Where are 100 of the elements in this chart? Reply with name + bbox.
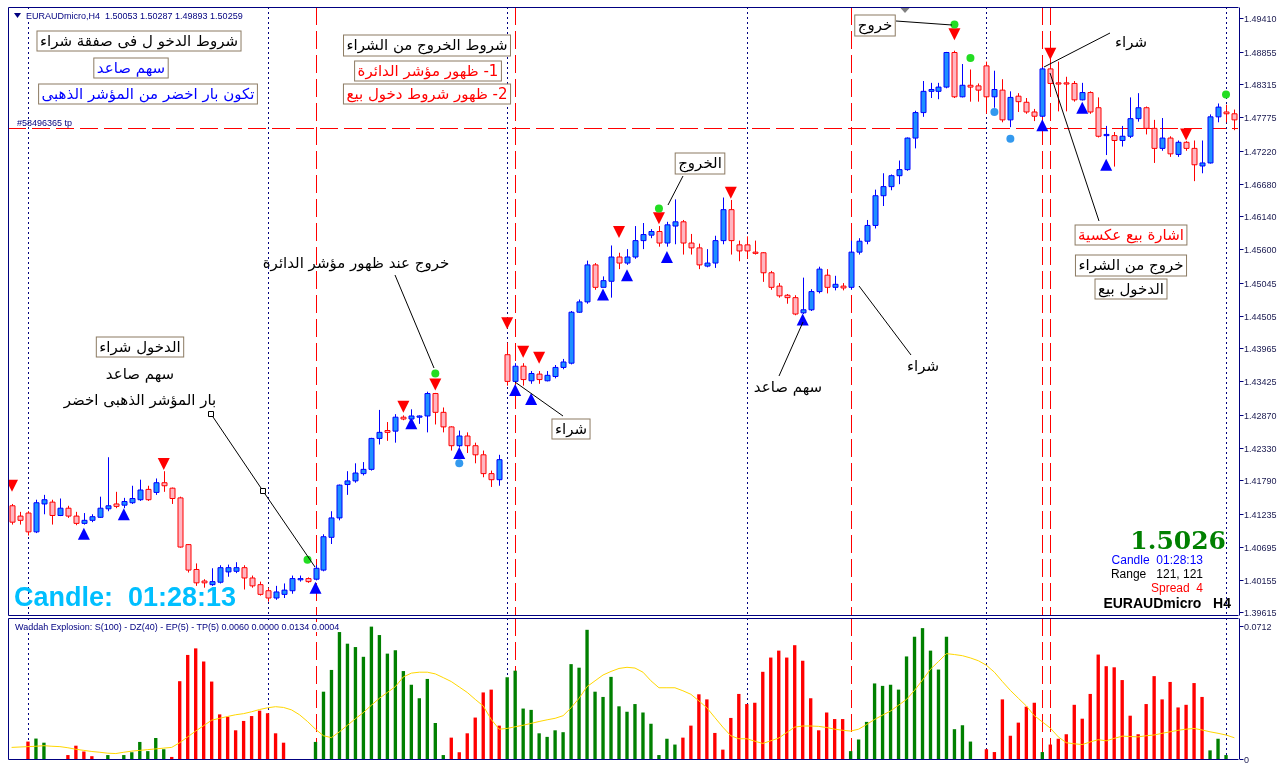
bar — [689, 725, 693, 759]
annotation: خروج من الشراء — [1078, 256, 1184, 275]
y-tick-label: 1.44505 — [1244, 311, 1277, 322]
y-tick-label: 1.49410 — [1244, 13, 1277, 24]
bar — [673, 744, 677, 759]
bar — [601, 696, 605, 759]
bar — [1208, 750, 1212, 759]
y-tick-label: 1.48315 — [1244, 79, 1277, 90]
bar — [729, 717, 733, 759]
candlestick — [512, 362, 519, 383]
point — [431, 369, 440, 378]
bar — [425, 678, 429, 759]
point — [453, 446, 466, 459]
point — [948, 28, 961, 41]
candlestick — [656, 225, 663, 248]
bar — [633, 704, 637, 759]
bar — [721, 749, 725, 759]
annotation: EURAUDmicro H4 — [1103, 595, 1232, 611]
bar — [82, 751, 86, 759]
bar — [657, 755, 661, 759]
annotation: Spread 4 — [1150, 581, 1204, 595]
annotation: 1.5026 — [1130, 525, 1226, 555]
candlestick — [728, 199, 735, 256]
point — [429, 378, 442, 391]
annotation: Candle: 01:28:13 — [14, 582, 237, 612]
annotation: شروط الخروج من الشراء — [346, 36, 508, 55]
bar — [106, 755, 110, 759]
candlestick — [1159, 117, 1166, 152]
y-tick-label: 1.46140 — [1244, 211, 1277, 222]
point — [613, 226, 626, 239]
bar — [1152, 676, 1156, 759]
annotation: الدخول شراء — [99, 338, 181, 356]
bar — [817, 730, 821, 759]
bar — [146, 751, 150, 759]
annotation: تكون بار اخضر من المؤشر الذهبى — [41, 85, 255, 103]
point — [1222, 90, 1231, 99]
annotation: شراء — [906, 357, 940, 375]
bar — [90, 756, 94, 759]
candlestick — [951, 50, 958, 99]
bar — [162, 749, 166, 759]
bar — [960, 725, 965, 759]
bar — [585, 629, 589, 759]
annotation: خروج عند ظهور مؤشر الدائرة — [262, 254, 450, 273]
point — [950, 20, 959, 29]
annotation: شروط الدخو ل فى صفقة شراء — [39, 32, 239, 50]
point — [509, 383, 522, 396]
bar — [984, 749, 989, 759]
candlestick — [824, 268, 831, 294]
bar — [561, 732, 565, 759]
bar — [1176, 707, 1180, 759]
bar — [441, 755, 445, 759]
bar — [617, 706, 621, 759]
point — [597, 288, 610, 301]
candlestick — [840, 282, 847, 291]
point — [117, 508, 130, 521]
annotation: الدخول بيع — [1098, 280, 1164, 298]
candlestick — [1111, 131, 1118, 168]
bar — [1216, 738, 1220, 759]
y-tick-label: 0 — [1244, 754, 1250, 765]
bar — [952, 729, 957, 759]
bar — [1168, 681, 1172, 759]
chart-title: Waddah Explosion: S(100) - DZ(40) - EP(5) - TP(5) 0.0060 0.0000 0.0134 0.0004 — [15, 622, 340, 632]
candlestick — [57, 498, 64, 517]
bar — [625, 711, 629, 759]
candlestick — [959, 63, 966, 98]
y-tick-label: 1.40155 — [1244, 575, 1277, 586]
candlestick — [153, 477, 160, 496]
bar — [713, 732, 717, 759]
bar — [1200, 696, 1204, 759]
point — [660, 251, 673, 263]
bar — [265, 713, 270, 759]
point — [724, 186, 737, 199]
point — [796, 313, 809, 326]
bar — [577, 667, 581, 759]
annotation: سهم صاعد — [753, 378, 823, 396]
candlestick — [113, 491, 120, 509]
candlestick — [305, 576, 312, 584]
bar — [593, 691, 597, 759]
bar — [1000, 699, 1005, 759]
annotation: 1- ظهور مؤشر الدائرة — [357, 62, 499, 80]
bar — [992, 752, 997, 759]
annotation: شراء — [1114, 33, 1148, 51]
annotation: 2- ظهور شروط دخول بيع — [346, 85, 508, 103]
bar — [848, 751, 853, 759]
annotation: سهم صاعد — [105, 365, 175, 383]
bar — [705, 699, 709, 759]
bar — [521, 708, 525, 759]
candlestick — [1039, 66, 1046, 118]
point — [1044, 47, 1057, 60]
candlestick — [392, 413, 399, 444]
candlestick — [592, 262, 599, 291]
y-tick-label: 1.45600 — [1244, 244, 1277, 255]
annotation: بار المؤشر الذهبى اخضر — [62, 391, 217, 409]
point — [1100, 158, 1113, 171]
bar — [130, 752, 134, 759]
bar — [465, 733, 469, 759]
annotation: الخروج — [678, 154, 722, 173]
point — [1036, 119, 1049, 132]
point — [990, 107, 999, 116]
bar — [665, 738, 669, 759]
